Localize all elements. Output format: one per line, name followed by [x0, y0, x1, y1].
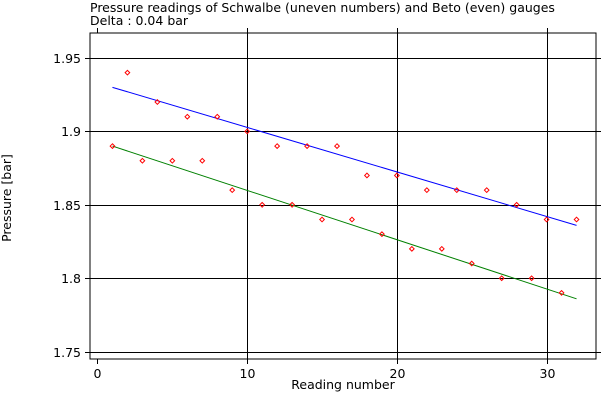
data-point: [543, 216, 550, 223]
plot-area: 0 10 20 30 1.75 1.8 1.85 1.9 1.95: [53, 28, 601, 381]
data-point: [214, 113, 221, 120]
data-point: [393, 172, 400, 179]
data-point: [199, 157, 206, 164]
data-point: [304, 143, 311, 150]
data-point: [184, 113, 191, 120]
data-point: [169, 157, 176, 164]
data-point: [289, 201, 296, 208]
plot-frame: [89, 32, 597, 360]
regression-line: [112, 86, 577, 226]
data-point: [558, 289, 565, 296]
data-point: [573, 216, 580, 223]
y-axis-label: Pressure [bar]: [0, 154, 14, 242]
data-point: [528, 275, 535, 282]
data-point: [274, 143, 281, 150]
data-point: [109, 143, 116, 150]
x-tick-label: 0: [94, 366, 102, 381]
data-point: [498, 275, 505, 282]
data-point: [334, 143, 341, 150]
chart-subtitle: Delta : 0.04 bar: [90, 13, 189, 28]
data-point: [468, 260, 475, 267]
data-point: [259, 201, 266, 208]
y-tick-label: 1.9: [61, 124, 81, 139]
y-tick-label: 1.8: [61, 271, 81, 286]
data-point: [124, 69, 131, 76]
data-point: [408, 245, 415, 252]
data-point: [348, 216, 355, 223]
x-tick-label: 10: [240, 366, 256, 381]
data-point: [154, 99, 161, 106]
y-tick-label: 1.95: [53, 51, 81, 66]
chart-title: Pressure readings of Schwalbe (uneven nu…: [90, 0, 555, 15]
y-tick-label: 1.85: [53, 198, 81, 213]
data-point: [139, 157, 146, 164]
data-point: [513, 201, 520, 208]
data-point: [453, 187, 460, 194]
x-tick-label: 20: [390, 366, 406, 381]
data-point: [244, 128, 251, 135]
data-point: [483, 187, 490, 194]
x-axis-label: Reading number: [291, 377, 395, 392]
data-point: [319, 216, 326, 223]
data-point: [423, 187, 430, 194]
regression-line: [112, 145, 577, 300]
y-tick-label: 1.75: [53, 345, 81, 360]
data-point: [378, 231, 385, 238]
data-point: [438, 245, 445, 252]
data-point: [363, 172, 370, 179]
x-tick-label: 30: [540, 366, 556, 381]
data-point: [229, 187, 236, 194]
